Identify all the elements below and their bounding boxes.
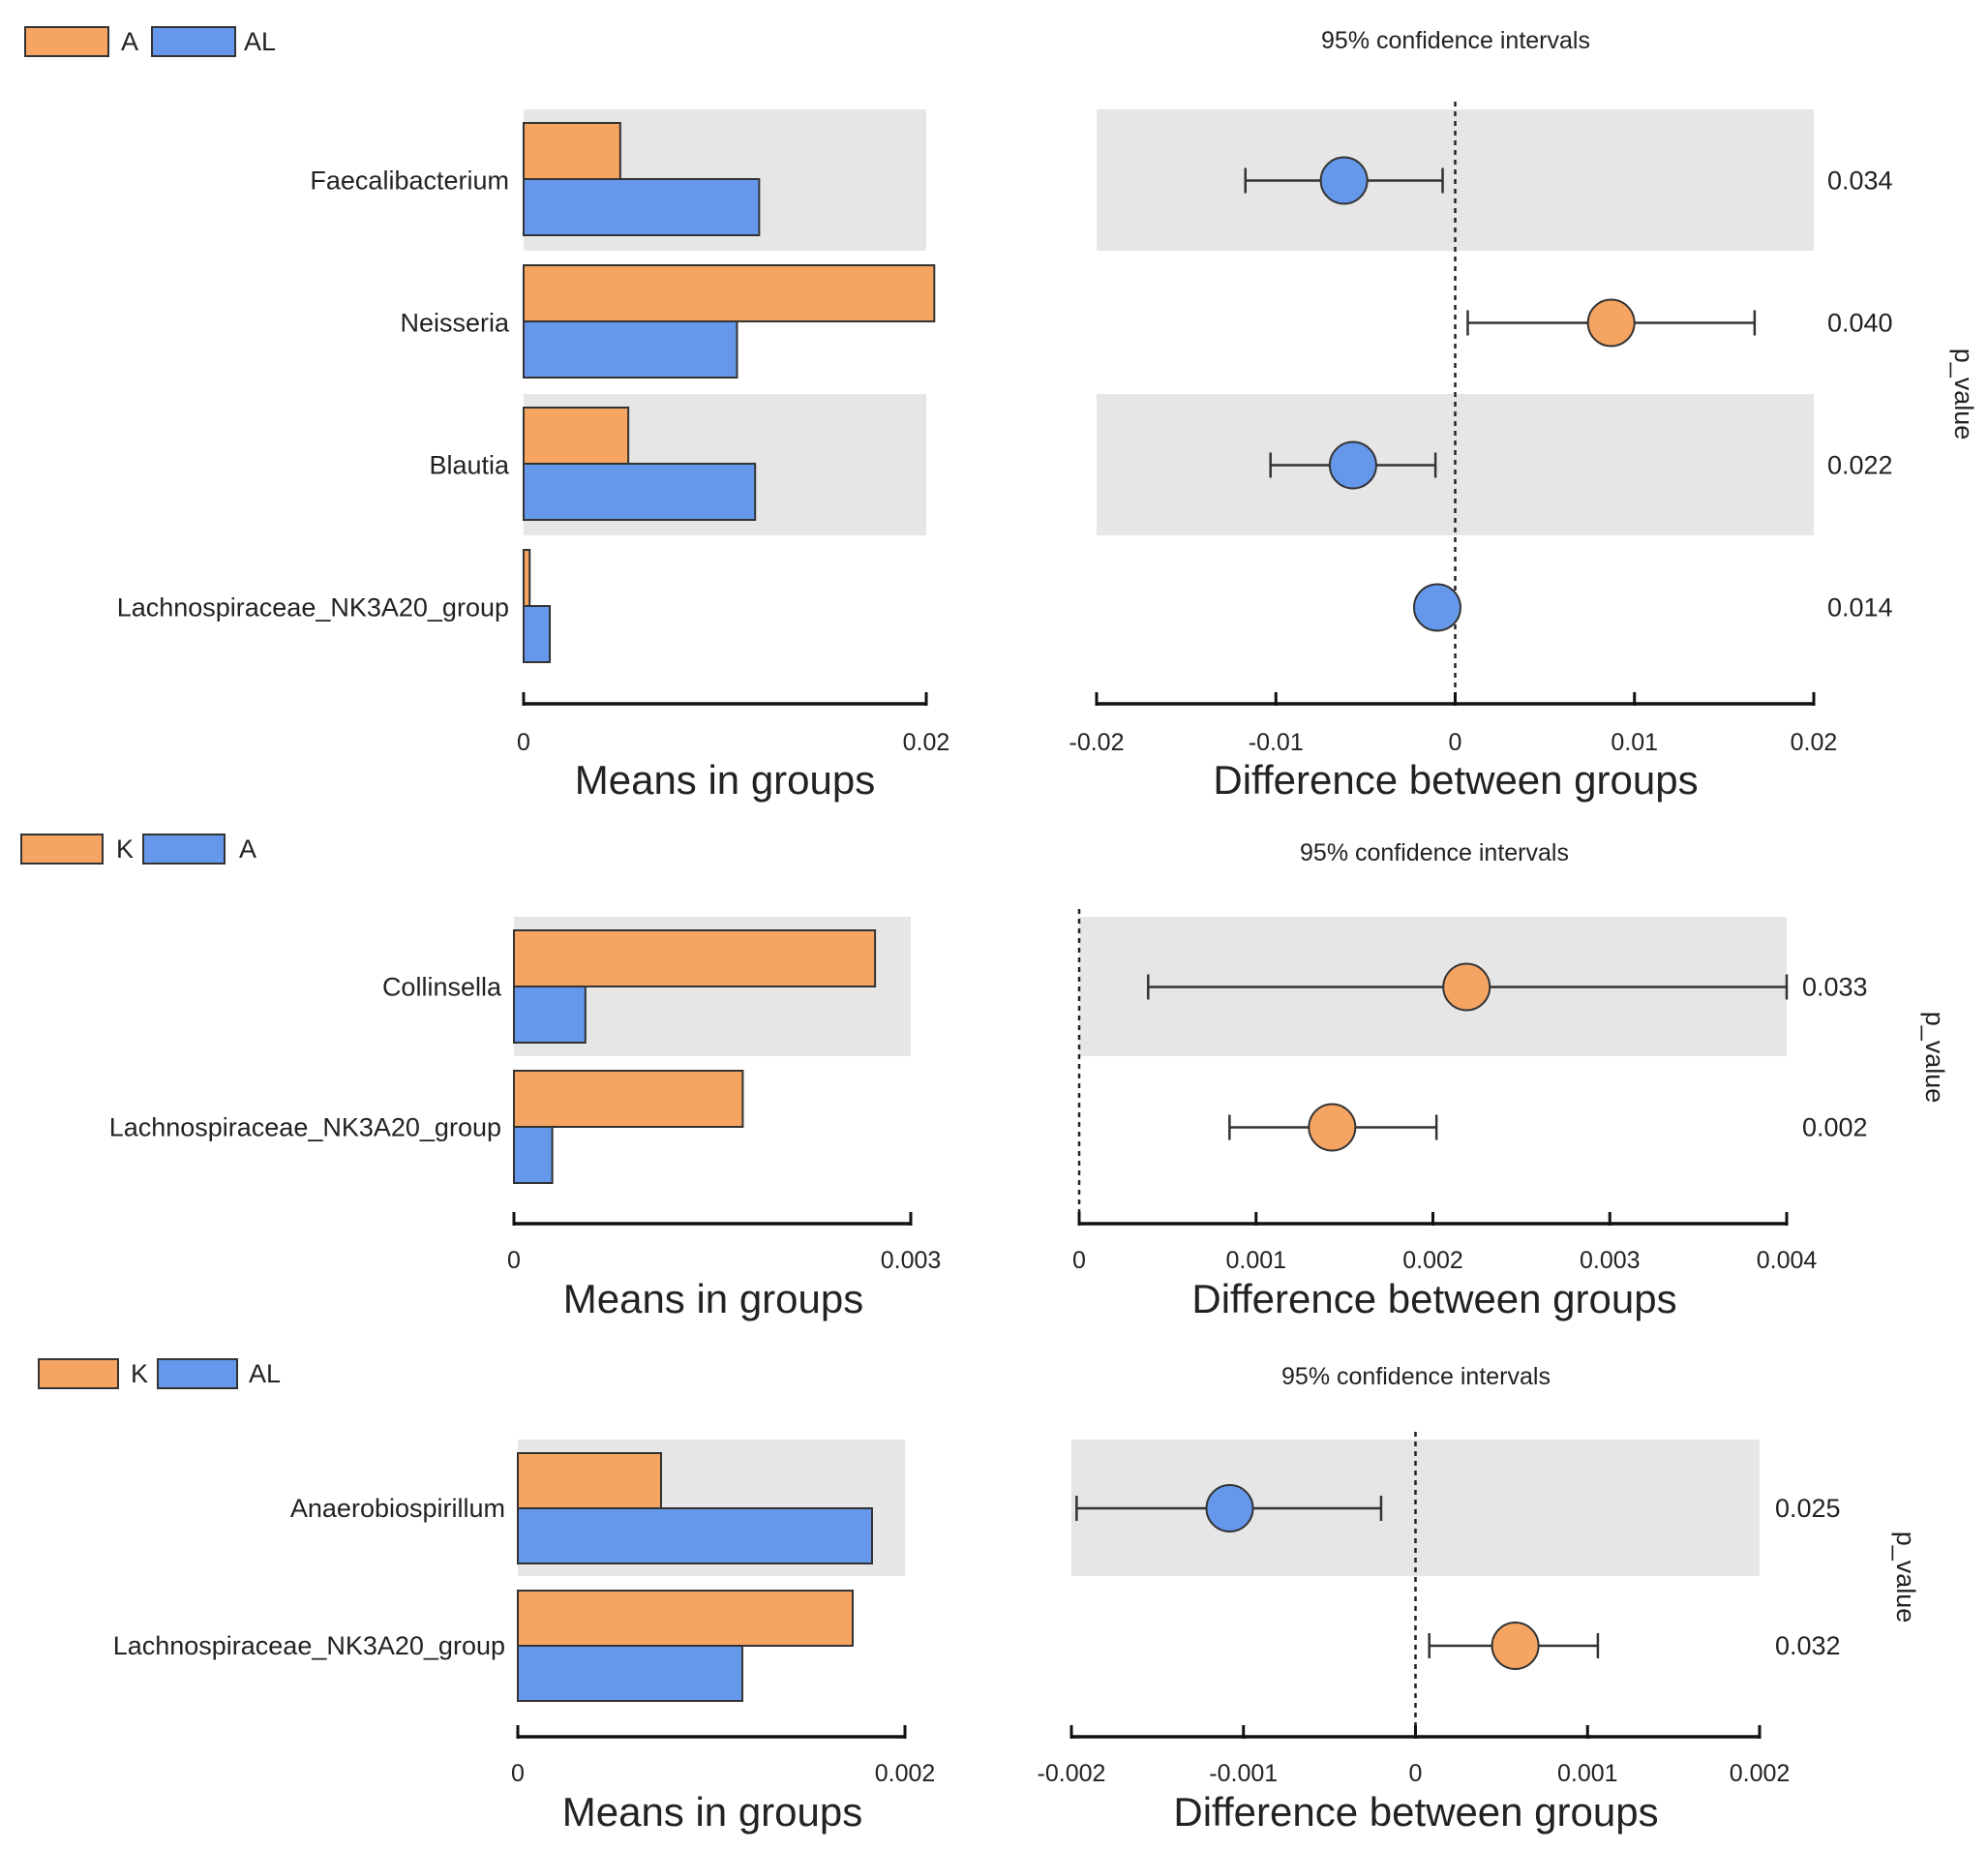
p-value-axis-label: p_value	[1920, 1012, 1949, 1104]
means-tick-label: 0	[517, 729, 530, 756]
diff-x-label: Difference between groups	[1213, 757, 1698, 803]
ci-title: 95% confidence intervals	[1321, 27, 1590, 54]
diff-x-label: Difference between groups	[1191, 1276, 1676, 1321]
bar-group1	[517, 1452, 662, 1509]
legend-label: AL	[244, 27, 276, 56]
ci-point	[1308, 1103, 1357, 1152]
p-value: 0.033	[1802, 973, 1868, 1002]
bar-group1	[513, 929, 877, 987]
p-value: 0.022	[1827, 451, 1893, 480]
ci-point	[1442, 962, 1491, 1012]
legend-label: A	[121, 27, 138, 56]
p-value: 0.014	[1827, 593, 1893, 622]
p-value: 0.040	[1827, 309, 1893, 338]
category-label: Lachnospiraceae_NK3A20_group	[109, 1113, 501, 1142]
means-tick-label: 0	[511, 1760, 525, 1787]
ci-point	[1205, 1484, 1254, 1532]
diff-tick-label: -0.01	[1249, 729, 1304, 756]
p-value-axis-label: p_value	[1891, 1532, 1920, 1623]
means-tick-label: 0	[507, 1247, 521, 1274]
means-x-label: Means in groups	[575, 757, 876, 803]
bar-group2	[523, 320, 738, 379]
legend-swatch	[38, 1358, 119, 1389]
bar-group2	[517, 1507, 873, 1564]
legend-swatch	[24, 26, 109, 57]
p-value: 0.002	[1802, 1113, 1868, 1142]
means-x-label: Means in groups	[563, 1276, 864, 1321]
ci-point	[1586, 298, 1636, 348]
panel-2: K A 95% confidence intervals Collinsella 0.0…	[20, 834, 1949, 1321]
panel-3: K AL 95% confidence intervals Anaerobiospir…	[38, 1358, 1920, 1835]
bar-group1	[513, 1070, 744, 1128]
p-value: 0.032	[1775, 1631, 1841, 1660]
bar-group1	[523, 407, 630, 465]
category-label: Lachnospiraceae_NK3A20_group	[117, 593, 509, 622]
bar-group1	[523, 122, 621, 180]
bar-group2	[523, 463, 757, 521]
diff-tick-label: 0.002	[1730, 1760, 1791, 1787]
bar-group2	[523, 605, 552, 663]
category-label: Collinsella	[382, 973, 502, 1002]
bar-group1	[517, 1590, 854, 1647]
diff-tick-label: 0.001	[1225, 1247, 1286, 1274]
ci-point	[1412, 583, 1461, 632]
diff-tick-label: 0.01	[1611, 729, 1658, 756]
category-label: Faecalibacterium	[310, 167, 509, 196]
diff-tick-label: 0	[1072, 1247, 1086, 1274]
diff-tick-label: 0.002	[1402, 1247, 1463, 1274]
bar-group2	[517, 1645, 743, 1702]
legend-label: AL	[249, 1359, 281, 1388]
bar-group1	[523, 549, 531, 607]
p-value: 0.034	[1827, 167, 1893, 196]
means-tick-label: 0.003	[881, 1247, 942, 1274]
ci-point	[1328, 440, 1377, 490]
bar-group2	[513, 986, 587, 1044]
bar-group1	[523, 264, 936, 322]
diff-x-label: Difference between groups	[1173, 1789, 1658, 1835]
diff-tick-label: 0.003	[1580, 1247, 1641, 1274]
diff-tick-label: -0.001	[1209, 1760, 1278, 1787]
legend-swatch	[142, 834, 226, 865]
legend-label: K	[116, 834, 134, 864]
means-x-label: Means in groups	[562, 1789, 863, 1835]
diff-tick-label: 0.001	[1557, 1760, 1618, 1787]
diff-tick-label: 0	[1409, 1760, 1423, 1787]
means-tick-label: 0.002	[875, 1760, 936, 1787]
ci-point	[1491, 1622, 1540, 1670]
panel-1: A AL 95% confidence intervals Faecalibacter…	[24, 26, 1978, 803]
legend-swatch	[157, 1358, 238, 1389]
ci-point	[1319, 156, 1369, 205]
diff-tick-label: -0.002	[1038, 1760, 1106, 1787]
category-label: Neisseria	[400, 309, 510, 338]
legend-label: A	[239, 834, 256, 864]
ci-title: 95% confidence intervals	[1281, 1363, 1551, 1390]
diff-tick-label: 0.004	[1757, 1247, 1818, 1274]
ci-title: 95% confidence intervals	[1300, 839, 1569, 866]
bar-group2	[513, 1126, 554, 1184]
legend-swatch	[20, 834, 104, 865]
diff-tick-label: 0.02	[1791, 729, 1838, 756]
bar-group2	[523, 178, 761, 236]
diff-tick-label: -0.02	[1069, 729, 1125, 756]
means-tick-label: 0.02	[903, 729, 950, 756]
p-value: 0.025	[1775, 1494, 1841, 1523]
legend-label: K	[131, 1359, 148, 1388]
category-label: Lachnospiraceae_NK3A20_group	[113, 1631, 505, 1660]
p-value-axis-label: p_value	[1949, 349, 1978, 440]
diff-tick-label: 0	[1449, 729, 1462, 756]
category-label: Anaerobiospirillum	[290, 1494, 505, 1523]
category-label: Blautia	[429, 451, 510, 480]
legend-swatch	[151, 26, 236, 57]
